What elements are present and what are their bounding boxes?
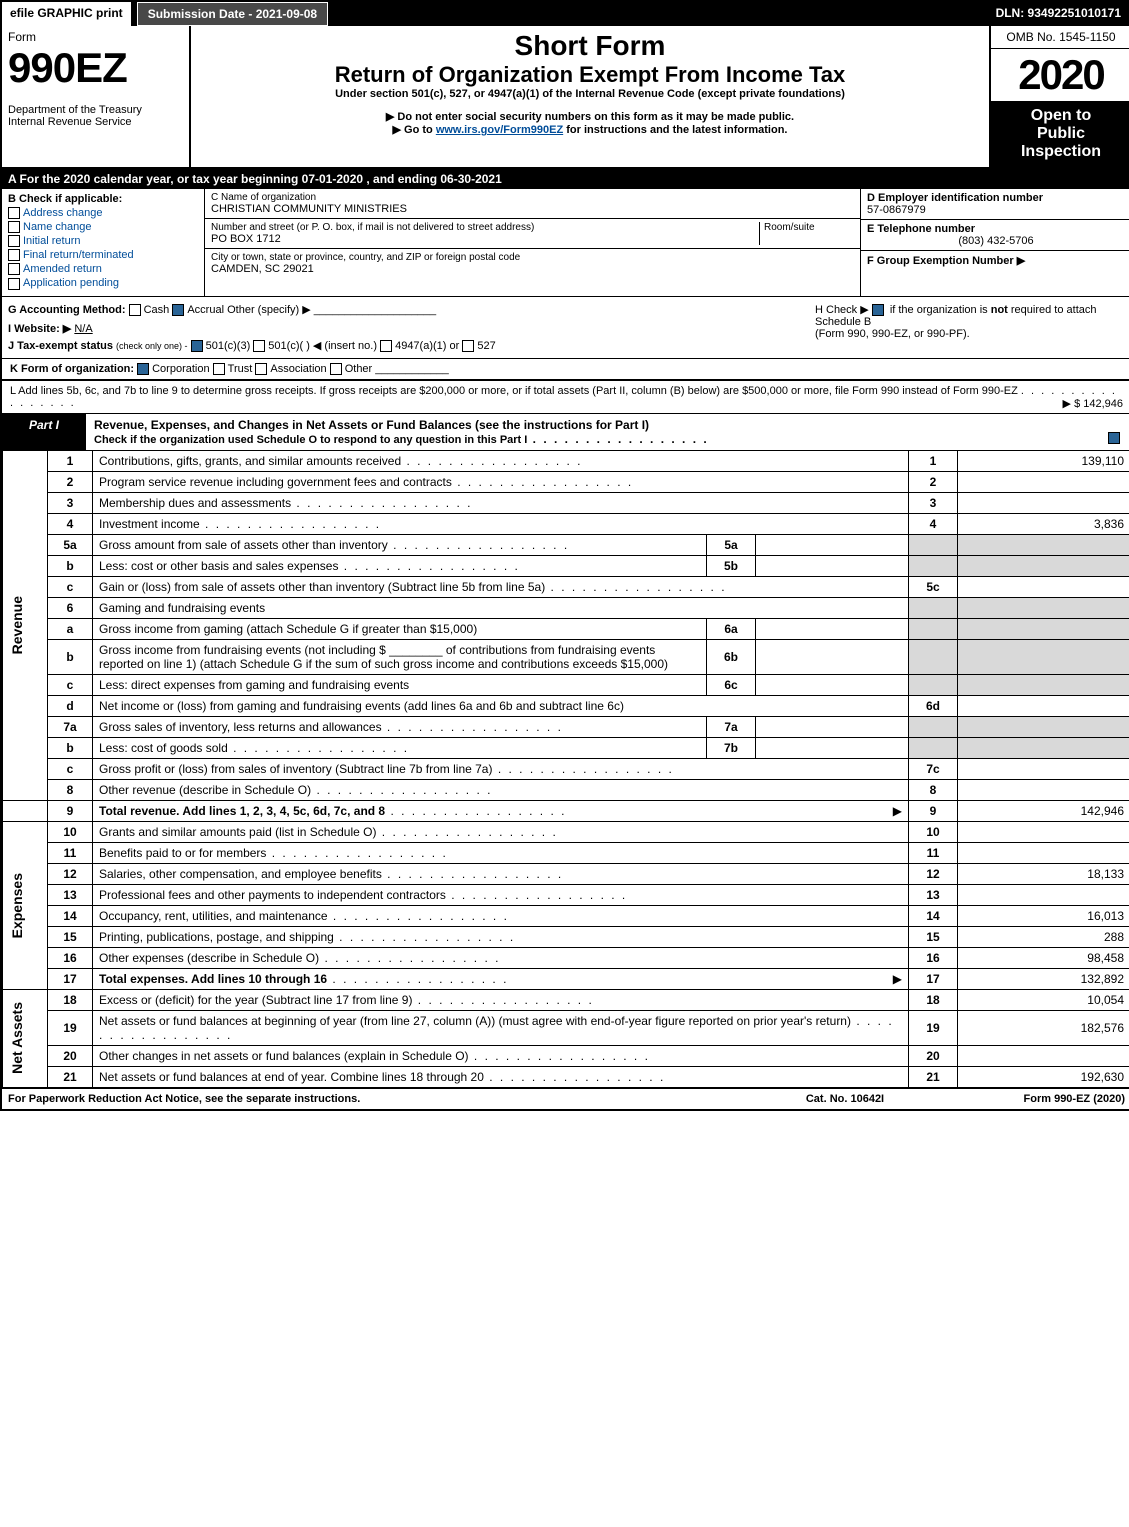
chk-4947[interactable] [380,340,392,352]
group-exemption-label: F Group Exemption Number ▶ [867,255,1025,267]
ein: 57-0867979 [867,204,926,216]
amt-line-18: 10,054 [958,989,1129,1010]
page-footer: For Paperwork Reduction Act Notice, see … [2,1088,1129,1109]
chk-final-return[interactable]: Final return/terminated [8,249,198,261]
efile-label: efile GRAPHIC print [2,2,133,26]
box-c: C Name of organization CHRISTIAN COMMUNI… [205,189,860,296]
net-assets-side-label: Net Assets [9,1002,25,1074]
chk-initial-return[interactable]: Initial return [8,235,198,247]
goto-note: ▶ Go to www.irs.gov/Form990EZ for instru… [197,123,983,136]
amt-line-9: 142,946 [958,800,1129,821]
box-d-col: D Employer identification number 57-0867… [860,189,1129,296]
chk-assoc[interactable] [255,363,267,375]
chk-corp[interactable] [137,363,149,375]
part-i-label: Part I [2,414,86,450]
box-b: B Check if applicable: Address change Na… [2,189,205,296]
chk-501c3[interactable] [191,340,203,352]
chk-amended-return[interactable]: Amended return [8,263,198,275]
k-row: K Form of organization: Corporation Trus… [2,359,1129,380]
top-bar: efile GRAPHIC print Submission Date - 20… [2,2,1129,26]
ssn-note: ▶ Do not enter social security numbers o… [197,110,983,123]
irs-link[interactable]: www.irs.gov/Form990EZ [436,124,563,136]
header-left: Form 990EZ Department of the Treasury In… [2,26,191,167]
website-value: N/A [74,323,92,335]
phone: (803) 432-5706 [867,235,1125,247]
amt-line-19: 182,576 [958,1010,1129,1045]
form-ref: Form 990-EZ (2020) [945,1093,1125,1105]
chk-h[interactable] [872,304,884,316]
chk-other-org[interactable] [330,363,342,375]
part-i-header: Part I Revenue, Expenses, and Changes in… [2,414,1129,450]
dept-label: Department of the Treasury [8,104,183,116]
form-number: 990EZ [8,44,183,92]
form-header: Form 990EZ Department of the Treasury In… [2,26,1129,169]
amt-line-14: 16,013 [958,905,1129,926]
cat-no: Cat. No. 10642I [745,1093,945,1105]
irs-label: Internal Revenue Service [8,116,183,128]
submission-date: Submission Date - 2021-09-08 [137,2,328,26]
g-h-row: G Accounting Method: Cash Accrual Other … [2,297,1129,359]
lines-table: Revenue 1 Contributions, gifts, grants, … [2,450,1129,1088]
chk-trust[interactable] [213,363,225,375]
form-container: efile GRAPHIC print Submission Date - 20… [0,0,1129,1111]
chk-application-pending[interactable]: Application pending [8,277,198,289]
box-g: G Accounting Method: Cash Accrual Other … [2,297,809,358]
expenses-side-label: Expenses [9,873,25,938]
chk-cash[interactable] [129,304,141,316]
open-public-box: Open to Public Inspection [991,101,1129,167]
l-row: L Add lines 5b, 6c, and 7b to line 9 to … [2,380,1129,414]
tax-year: 2020 [991,49,1129,101]
header-mid: Short Form Return of Organization Exempt… [191,26,989,167]
return-title: Return of Organization Exempt From Incom… [197,62,983,88]
amt-line-4: 3,836 [958,513,1129,534]
org-street: PO BOX 1712 [211,233,759,245]
amt-line-15: 288 [958,926,1129,947]
amt-line-17: 132,892 [958,968,1129,989]
form-word: Form [8,30,183,44]
chk-527[interactable] [462,340,474,352]
chk-schedule-o[interactable] [1108,432,1120,444]
section-a-bar: A For the 2020 calendar year, or tax yea… [2,169,1129,189]
org-name: CHRISTIAN COMMUNITY MINISTRIES [211,203,854,215]
amt-line-21: 192,630 [958,1066,1129,1087]
short-form-title: Short Form [197,30,983,62]
box-h: H Check ▶ if the organization is not req… [809,297,1129,358]
revenue-side-label: Revenue [9,596,25,654]
amt-line-12: 18,133 [958,863,1129,884]
header-right: OMB No. 1545-1150 2020 Open to Public In… [989,26,1129,167]
entity-info-row: B Check if applicable: Address change Na… [2,189,1129,297]
chk-accrual[interactable] [172,304,184,316]
chk-501c[interactable] [253,340,265,352]
amt-line-1: 139,110 [958,450,1129,471]
org-city: CAMDEN, SC 29021 [211,263,854,275]
amt-line-16: 98,458 [958,947,1129,968]
gross-receipts: ▶ $ 142,946 [1063,397,1123,410]
chk-address-change[interactable]: Address change [8,207,198,219]
chk-name-change[interactable]: Name change [8,221,198,233]
part-i-title: Revenue, Expenses, and Changes in Net As… [94,418,649,432]
pra-notice: For Paperwork Reduction Act Notice, see … [8,1093,745,1105]
under-section: Under section 501(c), 527, or 4947(a)(1)… [197,88,983,100]
dln: DLN: 93492251010171 [986,2,1129,26]
omb-number: OMB No. 1545-1150 [991,26,1129,49]
